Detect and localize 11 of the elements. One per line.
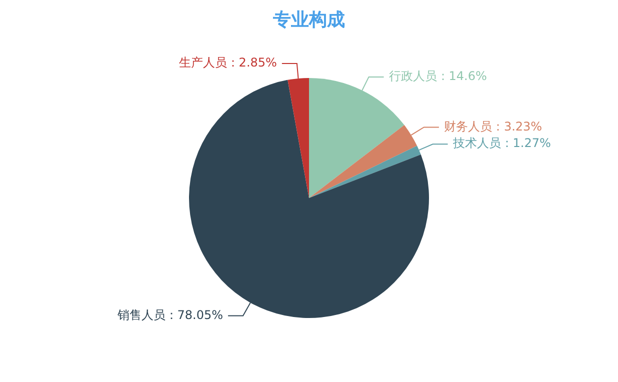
chart-title: 专业构成 xyxy=(272,10,345,31)
data-label: ：14.6% xyxy=(436,69,487,84)
data-label: ：1.27% xyxy=(500,136,551,150)
slice-label: 技术人员 xyxy=(452,136,501,150)
slice-label: 销售人员 xyxy=(116,308,166,322)
slice-label: 行政人员 xyxy=(388,69,437,84)
slice-label: 财务人员 xyxy=(444,119,492,134)
data-label: ：78.05% xyxy=(165,308,224,322)
slice-label: 生产人员 xyxy=(178,56,227,70)
data-label: ：3.23% xyxy=(492,119,542,134)
data-label: ：2.85% xyxy=(226,56,277,70)
